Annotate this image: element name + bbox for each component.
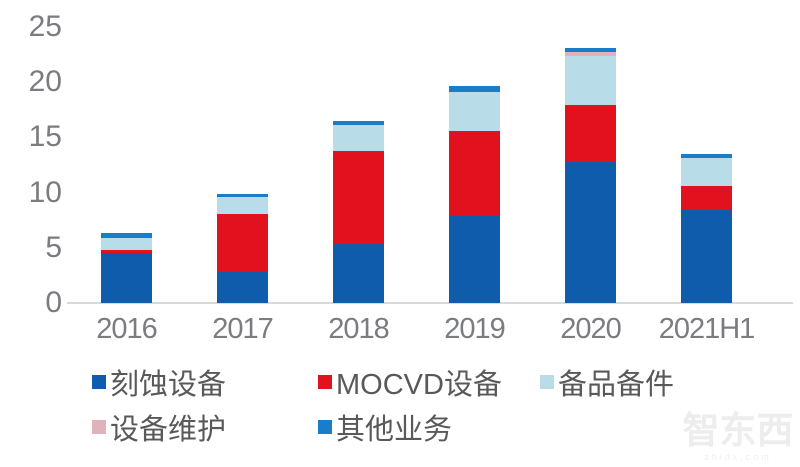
bar-segment-other (565, 47, 616, 53)
bar-segment-spares (333, 125, 384, 151)
y-axis-tick-label: 25 (28, 9, 62, 43)
bar-2018 (333, 120, 384, 303)
x-axis-label: 2018 (328, 313, 390, 345)
legend-swatch-spares (540, 375, 554, 389)
bar-2021H1 (681, 153, 732, 303)
watermark-domain: zhidx.com (704, 452, 772, 462)
bar-segment-other (333, 120, 384, 126)
legend-label-spares: 备品备件 (558, 369, 675, 401)
bar-segment-mocvd (101, 249, 152, 254)
legend-label-mocvd: MOCVD设备 (336, 369, 502, 401)
bar-segment-etching (333, 244, 384, 303)
bar-2020 (565, 47, 616, 303)
y-axis-tick-label: 5 (45, 230, 62, 264)
bar-segment-spares (101, 237, 152, 250)
bar-segment-etching (449, 215, 500, 303)
bar-segment-etching (681, 210, 732, 303)
legend-item-spares: 备品备件 (540, 366, 674, 401)
bar-segment-etching (565, 161, 616, 303)
bar-2019 (449, 86, 500, 303)
bar-segment-other (681, 153, 732, 159)
y-axis-tick-label: 20 (28, 65, 62, 98)
watermark: 智东西 zhidx.com (682, 411, 794, 463)
bar-segment-other (101, 233, 152, 238)
bar-segment-spares (217, 196, 268, 214)
legend-item-mocvd: MOCVD设备 (318, 366, 502, 401)
x-axis-line (67, 302, 793, 304)
y-axis-tick-label: 0 (45, 286, 62, 319)
x-axis-label: 2017 (212, 313, 274, 345)
y-axis-tick-label: 15 (28, 120, 62, 154)
bar-segment-mocvd (217, 213, 268, 273)
legend-swatch-other (318, 420, 332, 434)
bar-segment-etching (217, 272, 268, 303)
x-axis-label: 2021H1 (658, 313, 756, 345)
x-axis-label: 2016 (96, 313, 158, 345)
legend-item-maintenance: 设备维护 (92, 411, 226, 446)
bar-segment-mocvd (333, 150, 384, 245)
legend-label-etching: 刻蚀设备 (110, 369, 227, 401)
legend-swatch-etching (92, 375, 106, 389)
bar-segment-mocvd (681, 185, 732, 211)
bar-segment-spares (681, 158, 732, 186)
legend-swatch-maintenance (92, 420, 106, 434)
bar-segment-spares (565, 55, 616, 106)
bar-segment-mocvd (565, 105, 616, 162)
bar-segment-maintenance (565, 52, 616, 56)
bar-2016 (101, 233, 152, 303)
bar-segment-spares (449, 91, 500, 131)
legend-swatch-mocvd (318, 375, 332, 389)
y-axis-tick-label: 10 (28, 175, 62, 209)
legend-item-other: 其他业务 (318, 411, 452, 446)
x-axis-label: 2019 (444, 313, 506, 345)
legend-label-maintenance: 设备维护 (110, 414, 227, 446)
bar-2017 (217, 193, 268, 303)
bar-segment-etching (101, 253, 152, 303)
bar-segment-other (449, 86, 500, 92)
x-axis-label: 2020 (560, 313, 622, 345)
watermark-logo: 智东西 (682, 410, 794, 451)
legend-item-etching: 刻蚀设备 (92, 366, 226, 401)
bar-segment-mocvd (449, 130, 500, 216)
legend-label-other: 其他业务 (336, 414, 453, 446)
bar-segment-other (217, 193, 268, 197)
